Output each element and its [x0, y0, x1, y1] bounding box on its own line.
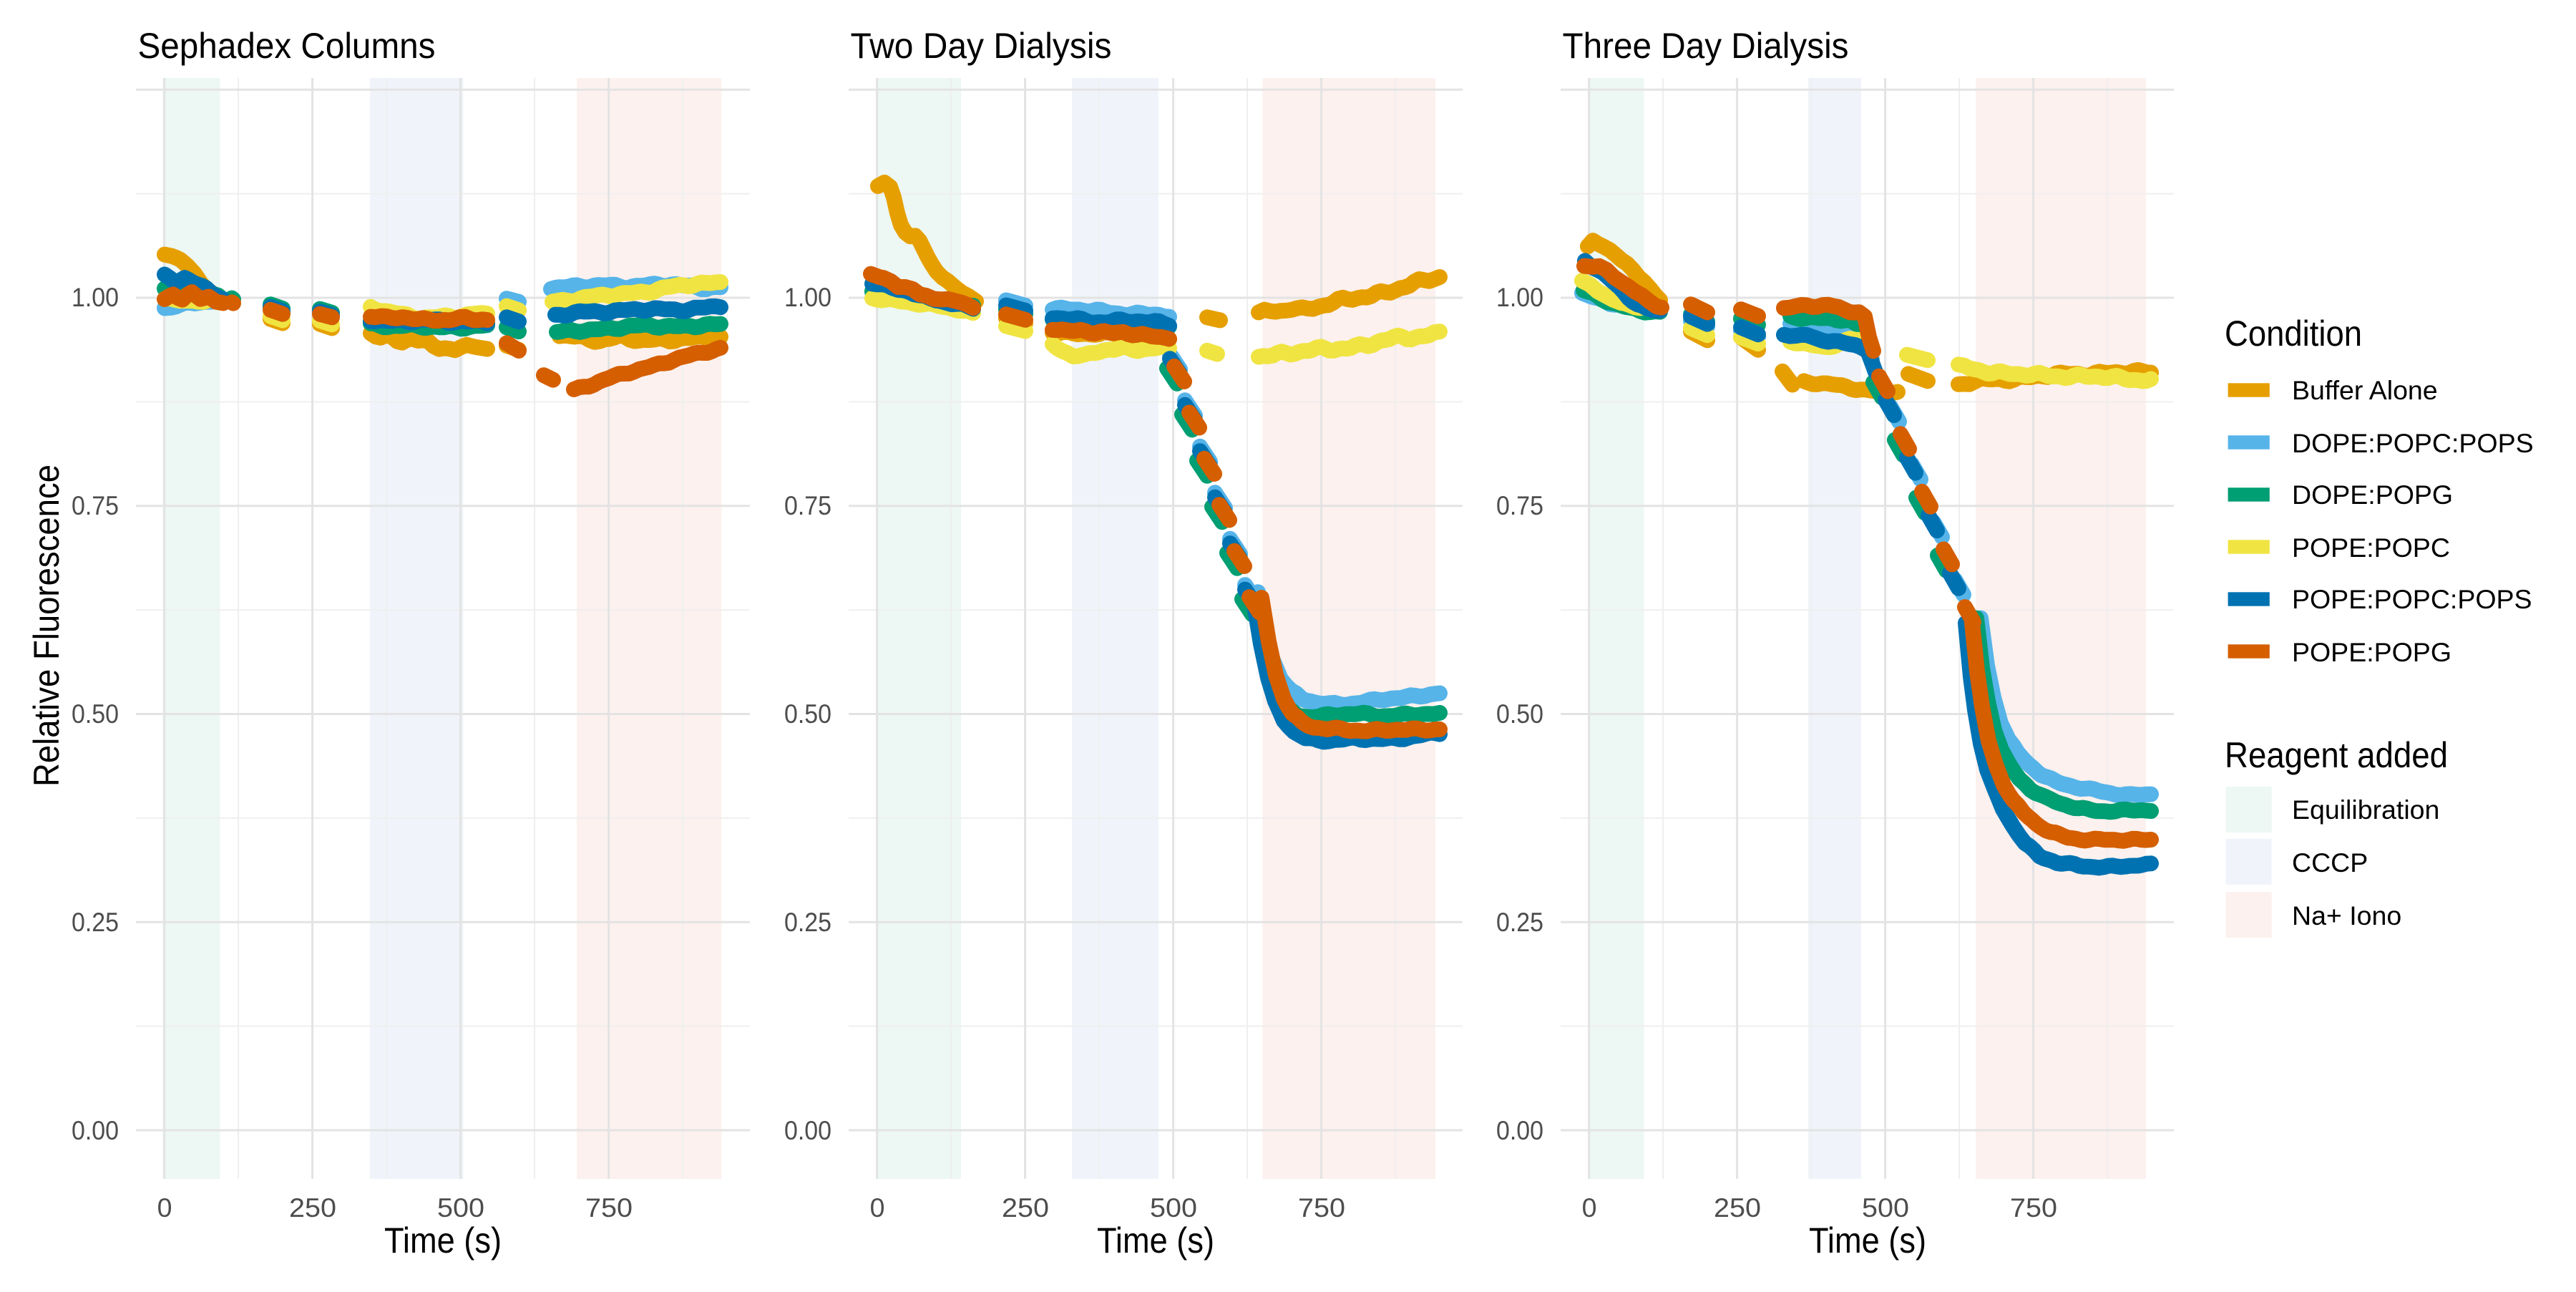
svg-text:0.00: 0.00: [1496, 1115, 1543, 1145]
svg-text:POPE:POPC:POPS: POPE:POPC:POPS: [2292, 584, 2532, 614]
svg-text:1.00: 1.00: [72, 282, 119, 312]
svg-text:0: 0: [157, 1193, 172, 1223]
svg-text:500: 500: [437, 1193, 484, 1223]
svg-text:CCCP: CCCP: [2292, 847, 2368, 878]
svg-text:Three Day Dialysis: Three Day Dialysis: [1563, 26, 1849, 66]
svg-text:Relative Fluorescence: Relative Fluorescence: [26, 465, 67, 787]
svg-text:Reagent added: Reagent added: [2225, 735, 2448, 775]
svg-text:500: 500: [1862, 1193, 1909, 1223]
svg-text:Buffer Alone: Buffer Alone: [2292, 375, 2438, 405]
svg-text:0.50: 0.50: [1496, 699, 1543, 729]
svg-text:0.00: 0.00: [72, 1115, 119, 1145]
svg-text:Time (s): Time (s): [384, 1220, 502, 1261]
svg-text:Time (s): Time (s): [1097, 1220, 1214, 1261]
svg-text:POPE:POPG: POPE:POPG: [2292, 637, 2451, 667]
svg-text:250: 250: [289, 1193, 336, 1223]
svg-text:DOPE:POPC:POPS: DOPE:POPC:POPS: [2292, 428, 2534, 458]
svg-text:0.25: 0.25: [1496, 907, 1543, 937]
svg-text:Equilibration: Equilibration: [2292, 795, 2439, 825]
svg-text:Condition: Condition: [2225, 314, 2362, 354]
svg-text:0.25: 0.25: [784, 907, 831, 937]
svg-text:Na+ Iono: Na+ Iono: [2292, 900, 2401, 931]
svg-text:250: 250: [1714, 1193, 1761, 1223]
svg-text:Two Day Dialysis: Two Day Dialysis: [851, 26, 1112, 66]
svg-text:0: 0: [870, 1193, 885, 1223]
svg-text:POPE:POPC: POPE:POPC: [2292, 533, 2450, 563]
svg-text:750: 750: [1298, 1193, 1345, 1223]
svg-text:1.00: 1.00: [784, 282, 831, 312]
svg-text:0.75: 0.75: [784, 490, 831, 520]
svg-text:0: 0: [1582, 1193, 1597, 1223]
svg-text:250: 250: [1002, 1193, 1049, 1223]
svg-text:0.00: 0.00: [784, 1115, 831, 1145]
svg-text:Sephadex Columns: Sephadex Columns: [138, 26, 436, 66]
svg-text:750: 750: [585, 1193, 633, 1223]
svg-text:1.00: 1.00: [1496, 282, 1543, 312]
svg-text:0.50: 0.50: [784, 699, 831, 729]
svg-text:0.25: 0.25: [72, 907, 119, 937]
svg-text:Time (s): Time (s): [1809, 1220, 1926, 1261]
svg-text:DOPE:POPG: DOPE:POPG: [2292, 480, 2453, 510]
svg-text:500: 500: [1150, 1193, 1197, 1223]
svg-text:0.75: 0.75: [72, 490, 119, 520]
svg-text:0.75: 0.75: [1496, 490, 1543, 520]
svg-text:750: 750: [2010, 1193, 2057, 1223]
svg-text:0.50: 0.50: [72, 699, 119, 729]
